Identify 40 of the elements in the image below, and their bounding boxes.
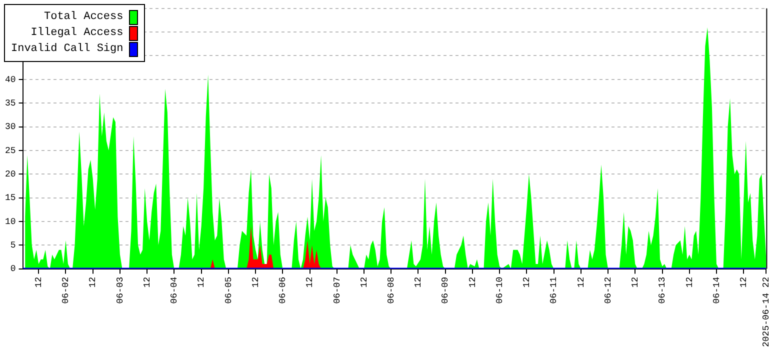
legend-label: Invalid Call Sign [11, 42, 124, 57]
y-tick-label: 25 [4, 146, 16, 156]
x-tick-label: 12 [196, 276, 207, 288]
x-tick-label: 12 [468, 276, 478, 288]
x-tick-label: 06-03 [115, 276, 126, 304]
x-tick-label: 06-04 [170, 276, 180, 304]
y-tick-label: 0 [10, 264, 16, 274]
x-tick-label: 06-11 [549, 276, 560, 304]
x-tick-label: 06-14 [712, 276, 722, 304]
x-tick-label: 06-05 [224, 276, 234, 304]
x-tick-label: 06-02 [61, 276, 72, 304]
x-tick-label: 06-09 [440, 276, 451, 304]
y-tick-label: 30 [4, 122, 16, 132]
x-tick-label: 06-12 [603, 276, 614, 304]
x-tick-label: 12 [738, 276, 749, 288]
x-tick-label: 12 [684, 276, 695, 288]
x-tick-label: 12 [576, 276, 586, 288]
x-tick-label: 12 [359, 276, 370, 288]
x-tick-label: 12 [414, 276, 424, 288]
y-tick-label: 10 [4, 216, 16, 227]
x-tick-label: 2025-06-14 22 [762, 276, 772, 348]
legend-label: Total Access [44, 10, 124, 25]
x-tick-label: 12 [142, 276, 152, 288]
x-tick-label: 12 [630, 276, 641, 288]
x-tick-label: 12 [88, 276, 98, 288]
y-tick-label: 40 [4, 74, 16, 85]
y-tick-label: 5 [10, 240, 16, 251]
x-tick-label: 12 [34, 276, 44, 288]
x-tick-label: 06-06 [278, 276, 288, 304]
x-tick-label: 06-08 [386, 276, 396, 304]
y-tick-label: 15 [4, 193, 16, 204]
x-tick-label: 06-07 [332, 276, 342, 304]
x-tick-label: 12 [250, 276, 261, 288]
x-tick-label: 06-10 [494, 276, 505, 304]
x-tick-label: 12 [522, 276, 532, 288]
legend-label: Illegal Access [30, 26, 124, 41]
y-tick-label: 35 [4, 98, 16, 108]
x-tick-label: 12 [305, 276, 316, 288]
x-tick-label: 06-13 [658, 276, 668, 304]
y-tick-label: 20 [4, 169, 16, 180]
